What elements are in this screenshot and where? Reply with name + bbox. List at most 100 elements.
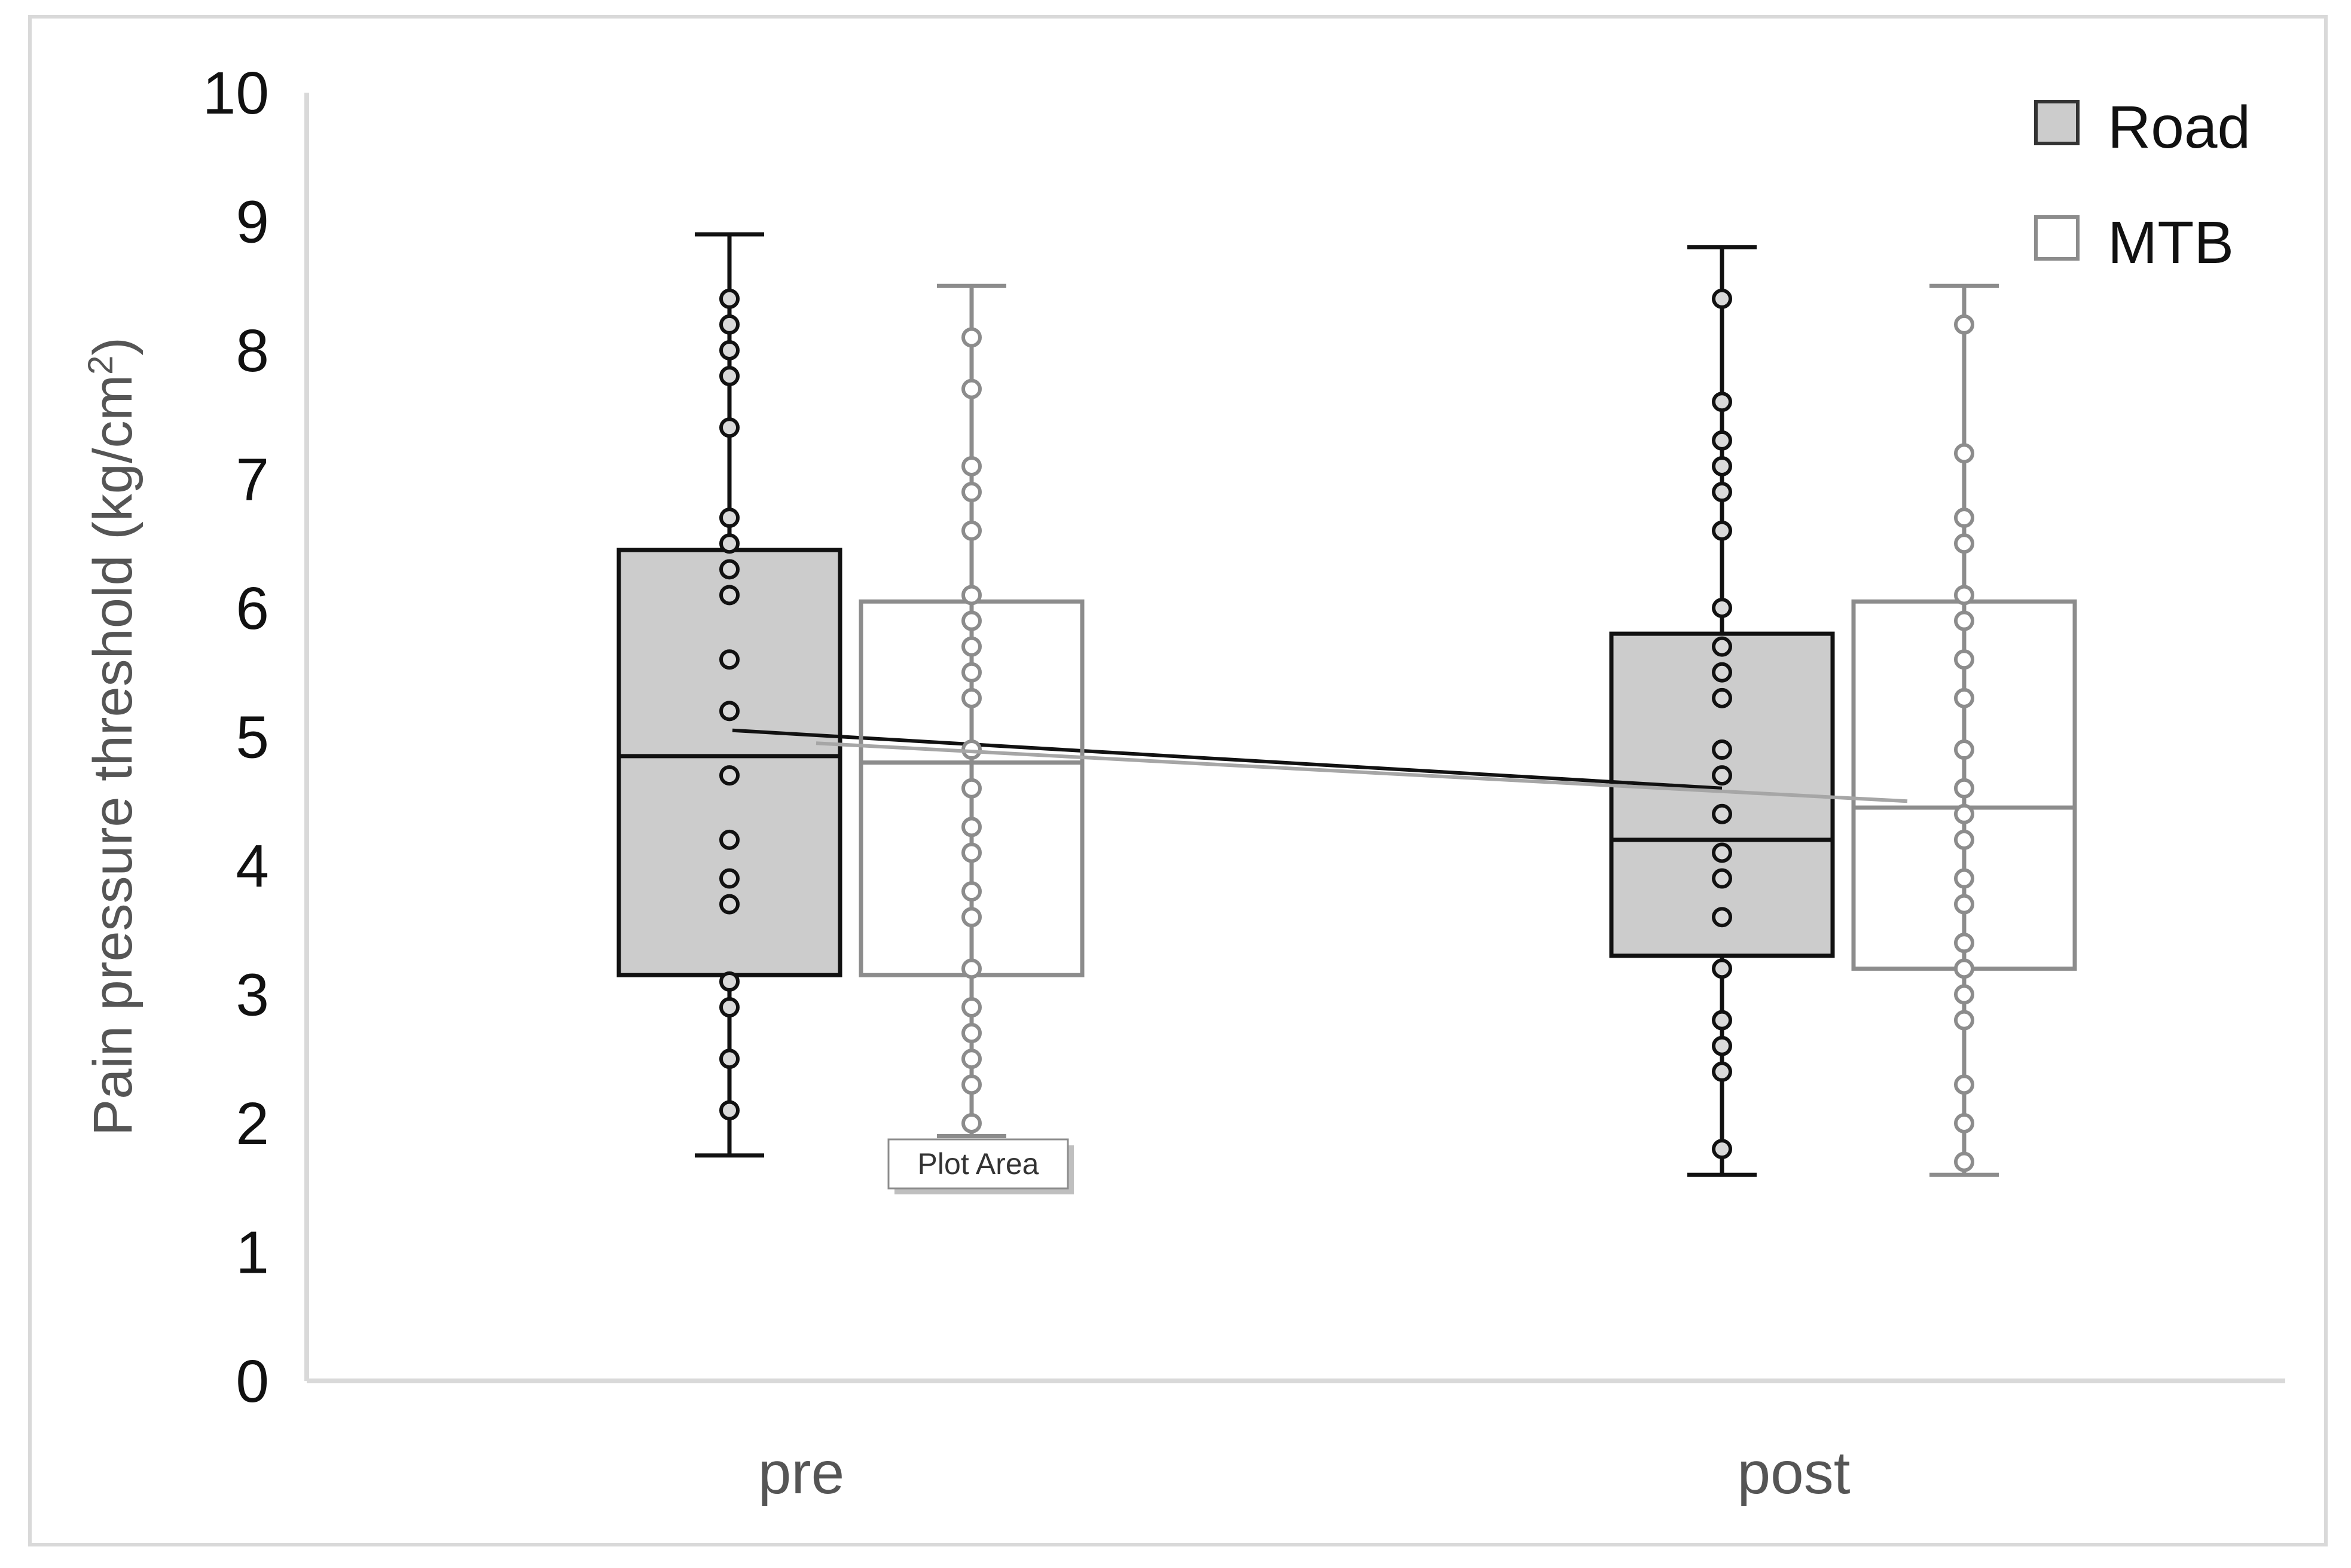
data-point-road-pre-3 <box>719 366 740 387</box>
data-point-mtb-pre-14 <box>961 881 982 902</box>
data-point-mtb-pre-3 <box>961 482 982 503</box>
data-point-mtb-pre-6 <box>961 610 982 631</box>
data-point-road-post-9 <box>1712 687 1732 708</box>
data-point-mtb-pre-12 <box>961 817 982 838</box>
data-point-mtb-post-7 <box>1954 687 1974 708</box>
data-point-mtb-post-5 <box>1954 610 1974 631</box>
box-mtb-pre <box>859 283 1085 1139</box>
legend-label-mtb: MTB <box>2108 209 2234 276</box>
y-tick-label-2: 2 <box>236 1090 269 1157</box>
data-point-mtb-pre-18 <box>961 1023 982 1044</box>
data-point-road-pre-6 <box>719 533 740 554</box>
data-point-road-pre-9 <box>719 649 740 670</box>
data-point-mtb-post-2 <box>1954 508 1974 528</box>
y-tick-label-5: 5 <box>236 704 269 771</box>
data-point-road-pre-17 <box>719 1049 740 1069</box>
data-point-road-post-15 <box>1712 907 1732 928</box>
category-labels: pre post <box>758 1439 1851 1506</box>
data-point-road-post-1 <box>1712 392 1732 412</box>
y-tick-label-4: 4 <box>236 833 269 900</box>
tooltip-label: Plot Area <box>918 1147 1039 1181</box>
data-point-mtb-pre-1 <box>961 378 982 399</box>
category-label-post: post <box>1737 1439 1850 1506</box>
data-point-mtb-pre-2 <box>961 456 982 476</box>
data-point-mtb-post-13 <box>1954 894 1974 915</box>
data-point-road-post-16 <box>1712 958 1732 979</box>
data-point-road-post-17 <box>1712 1010 1732 1031</box>
legend: Road MTB <box>2034 94 2251 276</box>
data-point-road-post-19 <box>1712 1061 1732 1082</box>
legend-label-road: Road <box>2108 94 2251 161</box>
data-point-mtb-pre-13 <box>961 842 982 863</box>
legend-swatch-road <box>2034 100 2080 145</box>
legend-swatch-mtb <box>2034 215 2080 261</box>
data-point-road-pre-2 <box>719 340 740 360</box>
data-point-road-post-0 <box>1712 288 1732 309</box>
data-point-mtb-post-3 <box>1954 533 1974 554</box>
data-point-road-post-11 <box>1712 765 1732 786</box>
data-point-road-pre-11 <box>719 765 740 786</box>
data-point-mtb-post-10 <box>1954 803 1974 824</box>
data-point-mtb-post-17 <box>1954 1010 1974 1031</box>
data-point-road-pre-14 <box>719 894 740 915</box>
data-point-road-pre-4 <box>719 417 740 438</box>
data-point-road-post-13 <box>1712 842 1732 863</box>
data-point-mtb-post-18 <box>1954 1074 1974 1095</box>
data-point-mtb-pre-19 <box>961 1049 982 1069</box>
data-point-mtb-pre-15 <box>961 907 982 928</box>
data-point-mtb-post-0 <box>1954 314 1974 335</box>
data-point-mtb-pre-7 <box>961 636 982 657</box>
data-point-mtb-pre-17 <box>961 997 982 1018</box>
data-point-mtb-post-12 <box>1954 868 1974 889</box>
data-point-mtb-post-19 <box>1954 1113 1974 1133</box>
data-point-road-post-12 <box>1712 803 1732 824</box>
data-point-road-pre-5 <box>719 508 740 528</box>
data-point-mtb-post-8 <box>1954 739 1974 760</box>
data-point-mtb-post-11 <box>1954 829 1974 850</box>
data-point-road-pre-7 <box>719 559 740 580</box>
data-point-road-post-3 <box>1712 456 1732 476</box>
box-road-pre <box>616 232 842 1158</box>
plot-area-tooltip: Plot Area <box>887 1138 1074 1194</box>
data-point-road-post-20 <box>1712 1139 1732 1160</box>
data-point-road-pre-13 <box>719 868 740 889</box>
data-point-road-post-7 <box>1712 636 1732 657</box>
data-point-road-post-18 <box>1712 1035 1732 1056</box>
data-point-mtb-pre-21 <box>961 1113 982 1133</box>
data-point-road-pre-1 <box>719 314 740 335</box>
data-point-road-pre-12 <box>719 829 740 850</box>
data-point-road-pre-18 <box>719 1100 740 1121</box>
data-point-mtb-pre-0 <box>961 327 982 348</box>
mean-line-mtb <box>816 741 1908 803</box>
data-point-mtb-pre-16 <box>961 958 982 979</box>
data-point-road-post-5 <box>1712 520 1732 541</box>
data-point-road-pre-10 <box>719 701 740 722</box>
data-point-mtb-post-9 <box>1954 778 1974 799</box>
data-point-road-post-14 <box>1712 868 1732 889</box>
y-tick-label-9: 9 <box>236 189 269 256</box>
data-point-road-pre-15 <box>719 971 740 992</box>
data-point-mtb-post-6 <box>1954 649 1974 670</box>
y-axis-title: Pain pressure threshold (kg/cm2) <box>81 337 144 1136</box>
y-tick-label-6: 6 <box>236 575 269 642</box>
data-point-mtb-post-15 <box>1954 958 1974 979</box>
data-point-mtb-pre-8 <box>961 662 982 683</box>
data-point-mtb-pre-4 <box>961 520 982 541</box>
data-point-mtb-pre-11 <box>961 778 982 799</box>
data-point-road-post-8 <box>1712 662 1732 683</box>
y-tick-label-1: 1 <box>236 1219 269 1286</box>
y-tick-labels: 0 1 2 3 4 5 6 7 8 9 10 <box>203 60 269 1415</box>
plot-area[interactable] <box>616 232 2077 1177</box>
data-point-mtb-post-20 <box>1954 1151 1974 1172</box>
data-point-road-post-4 <box>1712 482 1732 503</box>
box-mtb-post <box>1851 283 2077 1177</box>
data-point-road-pre-16 <box>719 997 740 1018</box>
tooltip-box <box>887 1138 1069 1190</box>
data-point-mtb-pre-9 <box>961 687 982 708</box>
data-point-road-post-2 <box>1712 430 1732 451</box>
data-point-road-post-6 <box>1712 598 1732 618</box>
y-tick-label-7: 7 <box>236 447 269 514</box>
y-tick-label-0: 0 <box>236 1348 269 1415</box>
category-label-pre: pre <box>758 1439 845 1506</box>
